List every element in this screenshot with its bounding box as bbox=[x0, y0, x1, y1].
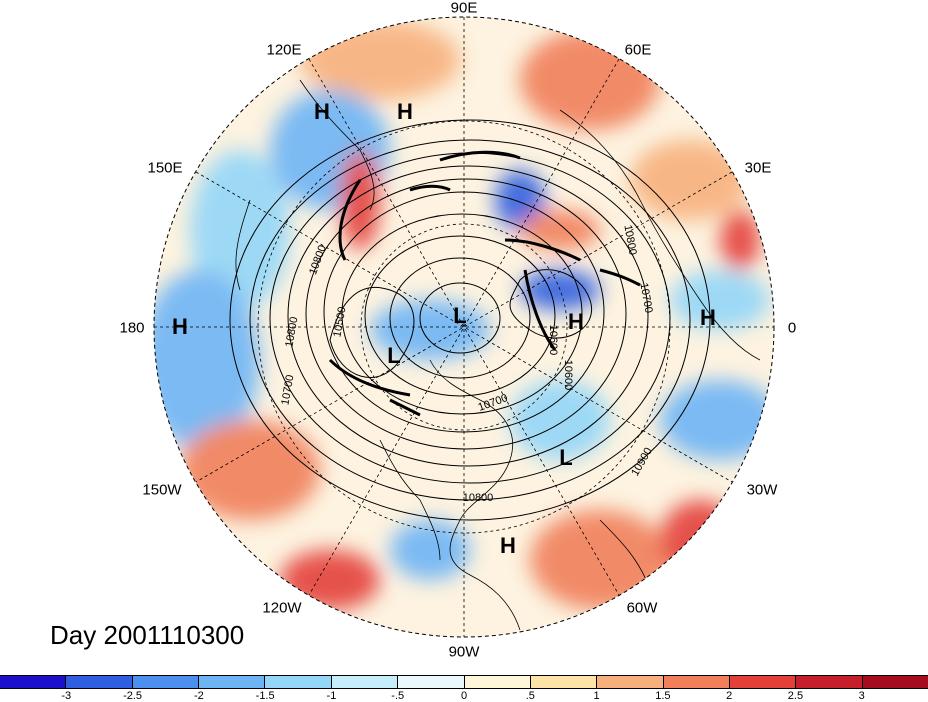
colorbar-swatch bbox=[0, 676, 67, 688]
high-pressure-marker: H bbox=[172, 314, 188, 339]
contour-label: 10600 bbox=[547, 324, 559, 356]
high-pressure-marker: H bbox=[397, 99, 413, 124]
colorbar-tick-label: 3 bbox=[858, 690, 865, 702]
longitude-label-120E: 120E bbox=[266, 41, 302, 59]
longitude-label-30E: 30E bbox=[744, 159, 772, 177]
longitude-label-90W: 90W bbox=[448, 643, 480, 661]
colorbar-tick-label: -2.5 bbox=[123, 690, 143, 702]
colorbar-swatch bbox=[132, 676, 200, 688]
longitude-label-120W: 120W bbox=[262, 599, 302, 617]
colorbar-tick-label: 1 bbox=[593, 690, 600, 702]
colorbar-tick-label: 2.5 bbox=[787, 690, 804, 702]
high-pressure-marker: H bbox=[314, 99, 330, 124]
colorbar-tick-label: 2 bbox=[726, 690, 733, 702]
low-pressure-marker: L bbox=[559, 445, 573, 470]
longitude-label-90E: 90E bbox=[450, 0, 478, 17]
colorbar-tick-label: -2 bbox=[193, 690, 204, 702]
colorbar-swatch bbox=[530, 676, 598, 688]
colorbar-swatch bbox=[729, 676, 797, 688]
colorbar-swatch bbox=[663, 676, 730, 688]
colorbar-swatch bbox=[66, 676, 133, 688]
longitude-label-0: 0 bbox=[787, 319, 797, 337]
contour-label: 10600 bbox=[562, 359, 574, 391]
colorbar-swatch bbox=[862, 676, 928, 688]
colorbar-swatch bbox=[398, 676, 465, 688]
high-pressure-marker: H bbox=[568, 309, 584, 334]
high-pressure-marker: H bbox=[700, 305, 716, 330]
longitude-label-60E: 60E bbox=[624, 41, 652, 59]
longitude-label-180: 180 bbox=[119, 319, 145, 337]
colorbar-tick-label: 0 bbox=[460, 690, 468, 702]
longitude-label-150W: 150W bbox=[142, 481, 182, 499]
colorbar-swatch bbox=[464, 676, 531, 688]
colorbar-swatch bbox=[796, 676, 863, 688]
low-pressure-marker: L bbox=[387, 343, 401, 368]
low-pressure-marker: L bbox=[453, 303, 467, 328]
colorbar-swatch bbox=[265, 676, 332, 688]
map-boundary bbox=[153, 16, 775, 638]
colorbar-swatch bbox=[331, 676, 399, 688]
colorbar bbox=[0, 675, 928, 689]
high-pressure-marker: H bbox=[500, 533, 516, 558]
contour-label: 10800 bbox=[462, 492, 494, 504]
day-title: Day 2001110300 bbox=[50, 620, 245, 650]
colorbar-tick-label: -1 bbox=[326, 690, 337, 702]
longitude-label-30W: 30W bbox=[746, 481, 778, 499]
colorbar-tick-label: -.5 bbox=[391, 690, 405, 702]
longitude-label-150E: 150E bbox=[147, 159, 183, 177]
graticule bbox=[154, 17, 774, 637]
longitude-label-60W: 60W bbox=[626, 599, 658, 617]
colorbar-swatch bbox=[597, 676, 664, 688]
colorbar-swatch bbox=[199, 676, 266, 688]
colorbar-tick-label: -3 bbox=[61, 690, 72, 702]
height-contours bbox=[229, 119, 711, 521]
colorbar-tick-label: 1.5 bbox=[655, 690, 671, 702]
colorbar-tick-label: .5 bbox=[525, 690, 535, 702]
colorbar-tick-label: -1.5 bbox=[255, 690, 275, 702]
